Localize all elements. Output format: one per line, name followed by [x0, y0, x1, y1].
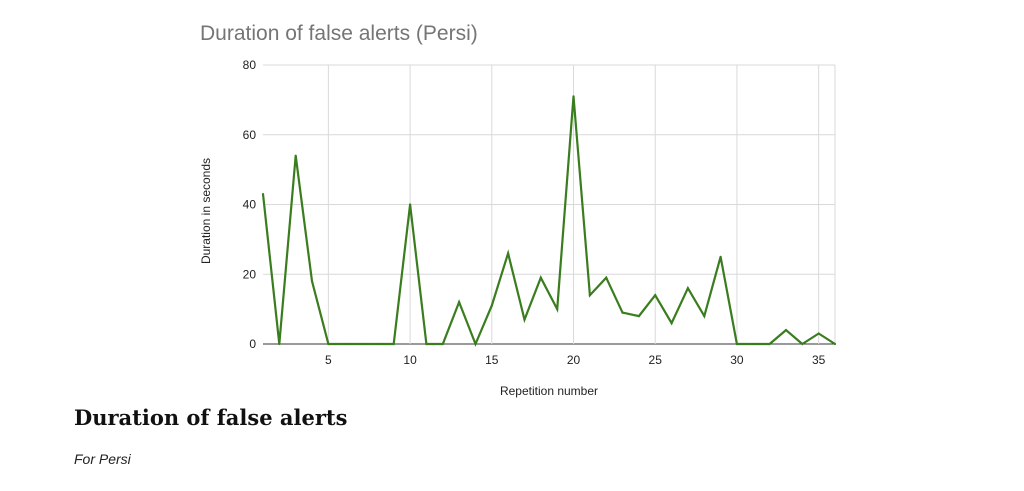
- x-tick-label: 5: [325, 353, 332, 367]
- data-point: [784, 328, 788, 332]
- data-point: [556, 308, 559, 311]
- data-point: [719, 255, 722, 258]
- y-axis-label: Duration in seconds: [199, 158, 213, 264]
- y-tick-label: 80: [243, 58, 257, 72]
- data-point: [261, 192, 265, 196]
- data-point: [441, 342, 444, 346]
- data-point: [670, 321, 673, 325]
- x-axis-label: Repetition number: [500, 384, 598, 398]
- data-point: [507, 252, 510, 255]
- data-point: [686, 287, 690, 290]
- x-tick-label: 25: [649, 353, 663, 367]
- data-point: [376, 342, 379, 346]
- data-point: [392, 342, 395, 346]
- data-point: [703, 315, 706, 318]
- data-point: [833, 342, 837, 346]
- data-point: [425, 342, 428, 346]
- x-tick-label: 30: [730, 353, 744, 367]
- data-point: [458, 301, 461, 304]
- data-point: [768, 342, 771, 346]
- y-tick-label: 20: [243, 267, 257, 281]
- data-point: [294, 154, 297, 157]
- chart-series: [261, 95, 837, 347]
- data-point: [310, 280, 314, 283]
- data-point: [523, 318, 526, 321]
- caption-subtitle: For Persi: [74, 451, 131, 467]
- data-point: [605, 276, 608, 279]
- data-point: [408, 203, 412, 206]
- chart-title: Duration of false alerts (Persi): [200, 22, 478, 45]
- data-point: [817, 332, 820, 335]
- x-tick-label: 15: [485, 353, 499, 367]
- data-point: [654, 294, 657, 297]
- line-chart: Duration of false alerts (Persi) 0 20 40 60…: [199, 22, 837, 398]
- data-point: [343, 342, 346, 346]
- data-point: [621, 311, 624, 314]
- chart-grid: [263, 64, 836, 345]
- x-tick-label: 10: [403, 353, 417, 367]
- data-point: [801, 342, 804, 346]
- y-tick-label: 40: [243, 198, 257, 212]
- y-tick-label: 60: [243, 128, 257, 142]
- caption-title: Duration of false alerts: [74, 405, 348, 430]
- data-point: [735, 342, 739, 346]
- data-point: [572, 95, 575, 98]
- data-point: [539, 276, 542, 279]
- data-point: [752, 342, 755, 346]
- data-point: [588, 294, 591, 297]
- data-point: [359, 342, 363, 346]
- y-tick-label: 0: [249, 337, 256, 351]
- data-point: [637, 315, 640, 318]
- data-point: [327, 342, 330, 346]
- data-point: [490, 304, 493, 307]
- data-point: [278, 342, 281, 346]
- x-tick-label: 20: [567, 353, 581, 367]
- series-line: [261, 96, 836, 347]
- x-tick-label: 35: [812, 353, 826, 367]
- chart-tick-labels: 0 20 40 60 80 5 10 15 20 25 30 35: [243, 58, 826, 367]
- data-point: [474, 342, 477, 346]
